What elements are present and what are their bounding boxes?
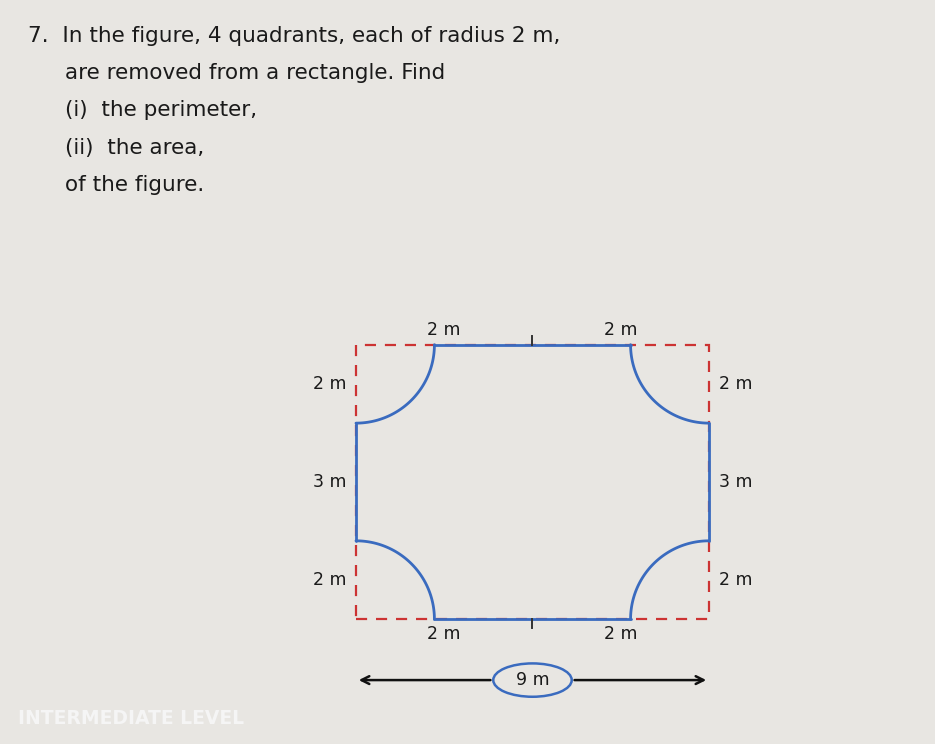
Text: 2 m: 2 m <box>427 321 461 339</box>
Text: 2 m: 2 m <box>312 571 346 589</box>
Text: 3 m: 3 m <box>719 473 753 491</box>
Text: (ii)  the area,: (ii) the area, <box>65 138 205 158</box>
Text: 3 m: 3 m <box>312 473 346 491</box>
Text: of the figure.: of the figure. <box>65 175 205 195</box>
Text: 2 m: 2 m <box>719 571 753 589</box>
Text: 2 m: 2 m <box>604 321 638 339</box>
Text: 2 m: 2 m <box>427 625 461 643</box>
Text: are removed from a rectangle. Find: are removed from a rectangle. Find <box>65 63 446 83</box>
Text: INTERMEDIATE LEVEL: INTERMEDIATE LEVEL <box>18 709 244 728</box>
Text: 2 m: 2 m <box>312 375 346 393</box>
Text: 2 m: 2 m <box>719 375 753 393</box>
Ellipse shape <box>494 664 571 696</box>
Text: 2 m: 2 m <box>604 625 638 643</box>
Text: 9 m: 9 m <box>516 671 549 689</box>
Text: 7.  In the figure, 4 quadrants, each of radius 2 m,: 7. In the figure, 4 quadrants, each of r… <box>28 26 560 46</box>
Bar <box>356 344 709 619</box>
Text: (i)  the perimeter,: (i) the perimeter, <box>65 100 257 121</box>
